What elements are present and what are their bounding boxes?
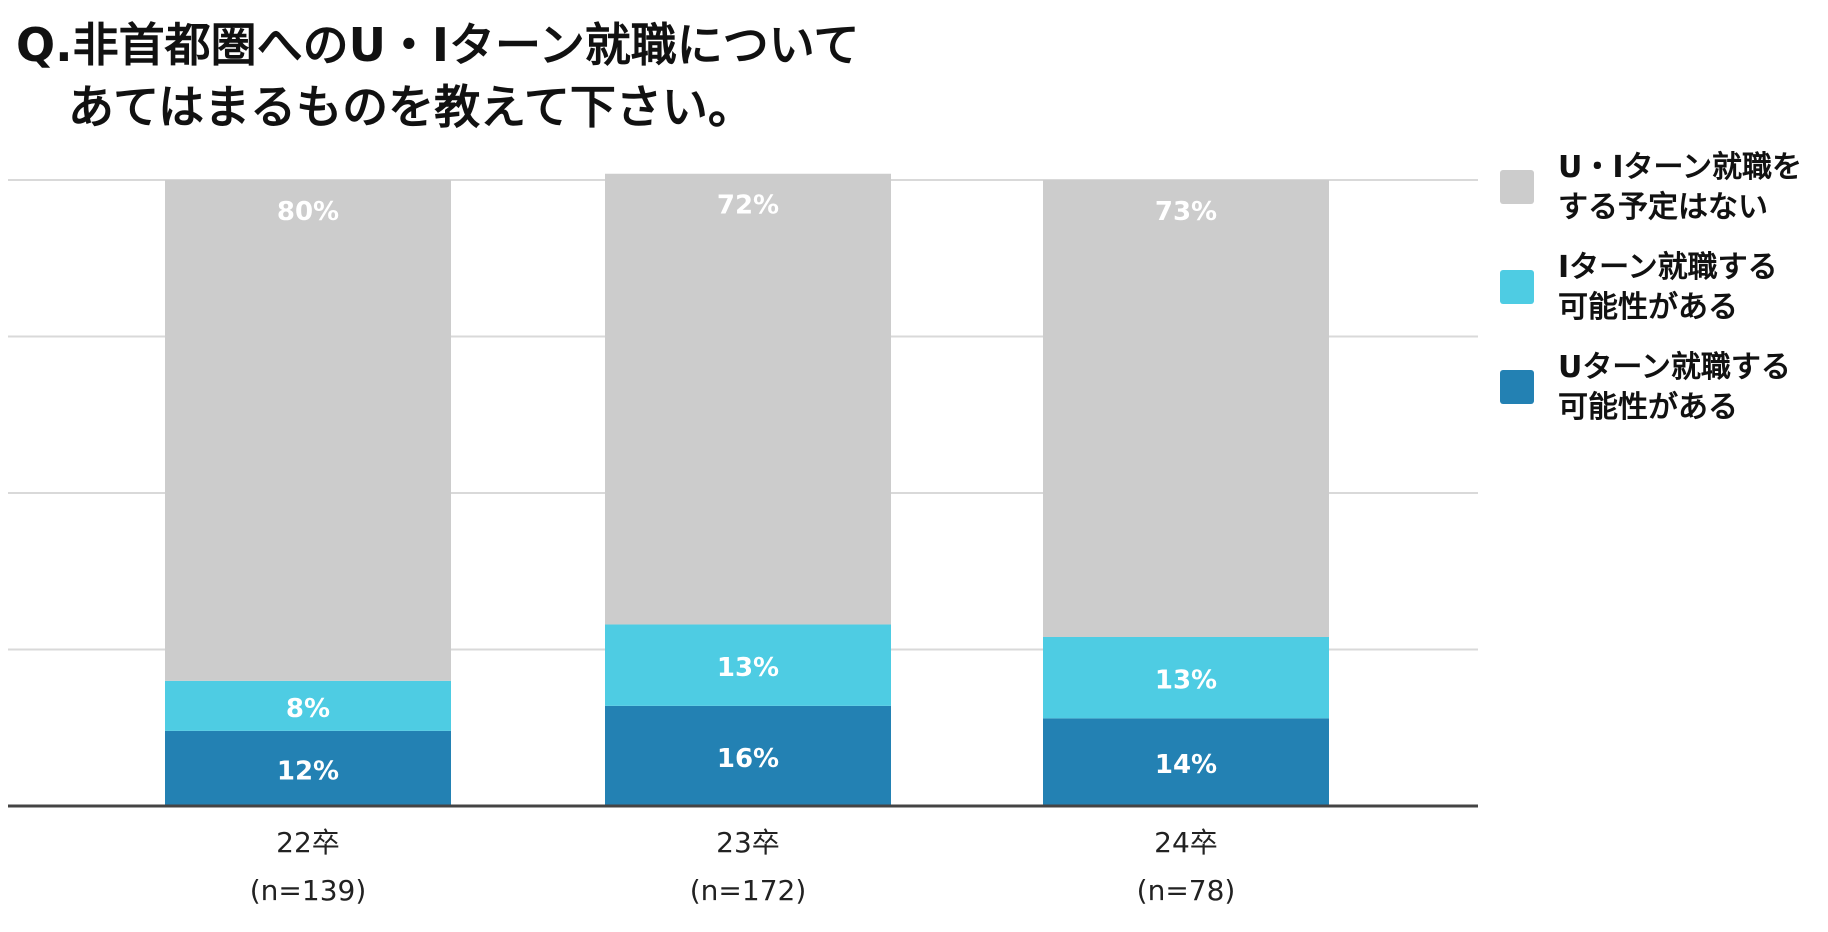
data-label: 12% (277, 756, 339, 786)
bar-segment (605, 705, 891, 806)
data-label: 13% (717, 653, 779, 683)
legend-label-no-plan: U・Iターン就職を する予定はない (1558, 150, 1803, 225)
bar-segment (165, 680, 451, 731)
bar-segment (165, 180, 451, 681)
bar-segment (1043, 636, 1329, 719)
bar-segment (165, 730, 451, 806)
sample-size-label: (n=172) (690, 874, 807, 907)
data-label: 16% (717, 744, 779, 774)
data-label: 73% (1155, 197, 1217, 227)
bar-segment (1043, 718, 1329, 806)
legend-label-u-turn: Uターン就職する 可能性がある (1558, 350, 1791, 425)
data-label: 8% (286, 694, 330, 724)
category-label: 22卒 (276, 826, 340, 859)
title-line-1: Q.非首都圏へのU・Iターン就職について (16, 18, 860, 72)
legend-swatch-u-turn (1500, 370, 1534, 404)
stacked-bar-chart: 12% 8% 80% 22卒 (n=139) 16% 13% 72% 23卒 (n=172) 14%… (8, 173, 1478, 907)
chart-title: Q.非首都圏へのU・Iターン就職について あてはまるものを教えて下さい。 (16, 14, 859, 138)
data-label: 80% (277, 197, 339, 227)
data-label: 72% (717, 191, 779, 221)
data-label: 14% (1155, 750, 1217, 780)
legend-label-i-turn: Iターン就職する 可能性がある (1558, 250, 1778, 325)
bar-segment (1043, 180, 1329, 637)
bar-segment (605, 173, 891, 625)
category-label: 24卒 (1154, 826, 1218, 859)
title-line-2: あてはまるものを教えて下さい。 (68, 80, 754, 134)
category-label: 23卒 (716, 826, 780, 859)
bar-segment (605, 624, 891, 706)
legend-swatch-i-turn (1500, 270, 1534, 304)
sample-size-label: (n=139) (250, 874, 367, 907)
data-label: 13% (1155, 666, 1217, 696)
sample-size-label: (n=78) (1137, 874, 1236, 907)
legend-swatch-no-plan (1500, 170, 1534, 204)
